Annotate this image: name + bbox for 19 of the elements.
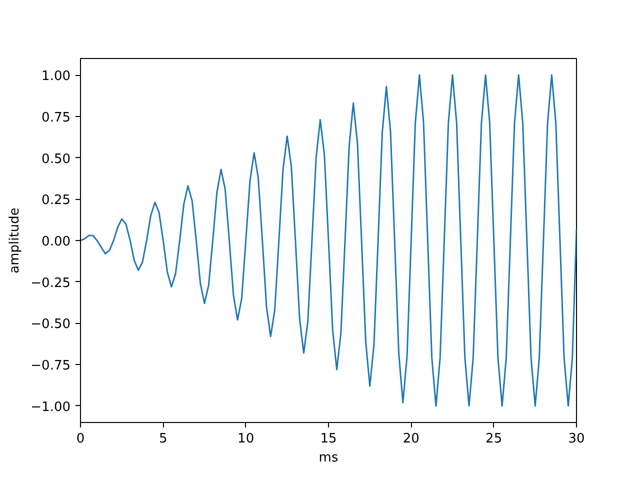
x-axis-title: ms (318, 450, 338, 466)
y-tick-label: 0.50 (42, 152, 71, 167)
y-axis-title: amplitude (8, 208, 23, 274)
x-tick-label: 25 (486, 432, 502, 446)
y-tick-label: 0.25 (42, 193, 71, 208)
y-tick-label: −0.75 (30, 358, 71, 374)
x-tick-label: 30 (568, 432, 585, 446)
y-tick-label: −0.50 (30, 317, 71, 332)
x-tick-label: 10 (238, 432, 254, 446)
y-tick-label: −1.00 (30, 400, 71, 415)
y-tick-label: 0.00 (42, 234, 71, 250)
x-tick-label: 5 (159, 432, 168, 446)
x-tick-label: 0 (76, 432, 85, 446)
y-tick-label: −0.25 (30, 276, 71, 291)
y-tick-label: 0.75 (42, 110, 71, 126)
y-tick-label: 1.00 (42, 69, 71, 84)
line-series (80, 74, 576, 407)
x-tick-label: 15 (320, 432, 337, 446)
x-tick-label: 20 (402, 432, 420, 446)
